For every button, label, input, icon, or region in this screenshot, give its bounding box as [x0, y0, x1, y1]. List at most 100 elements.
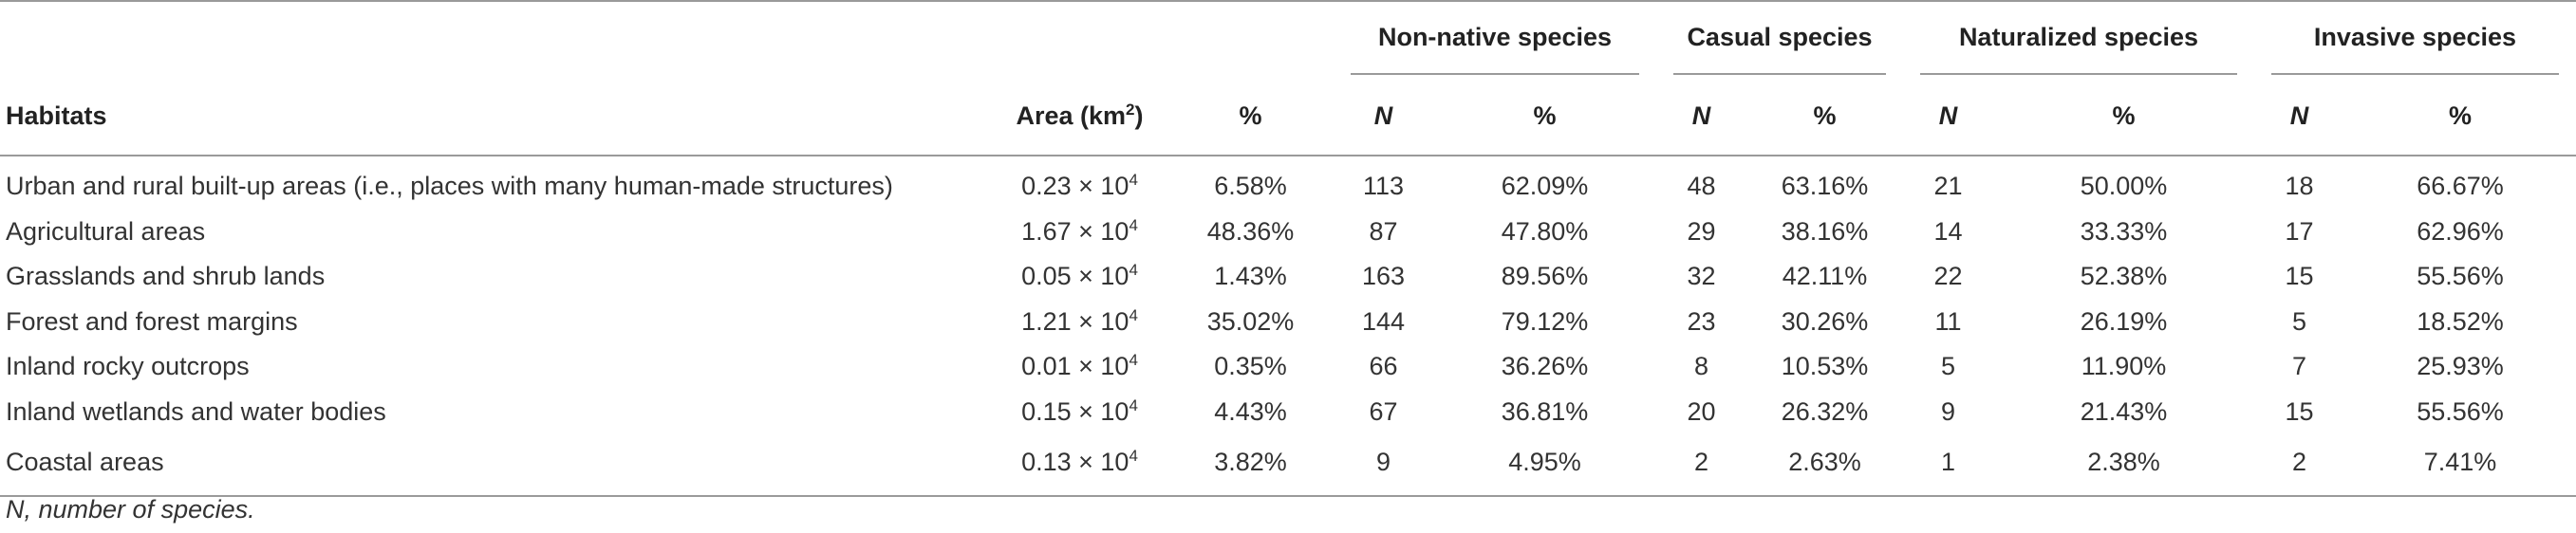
cell-naturalized-n: 21 — [1933, 172, 1963, 201]
cell-area-pct: 35.02% — [1206, 306, 1295, 336]
cell-casual-pct: 26.32% — [1781, 396, 1869, 426]
table-footnote: N, number of species. — [6, 495, 255, 524]
cell-casual-n: 29 — [1687, 216, 1716, 246]
cell-naturalized-n: 9 — [1940, 396, 1956, 426]
cell-area-pct: 0.35% — [1214, 352, 1287, 381]
cell-area: 0.15 × 104 — [1021, 395, 1138, 426]
cell-area: 1.21 × 104 — [1021, 305, 1138, 336]
cell-naturalized-n: 22 — [1933, 262, 1963, 291]
table-body: Urban and rural built-up areas (i.e., pl… — [0, 156, 2576, 497]
cell-invasive-pct: 55.56% — [2417, 396, 2504, 426]
cell-non-native-pct: 89.56% — [1501, 262, 1589, 291]
cell-invasive-n: 5 — [2291, 306, 2307, 336]
cell-non-native-pct: 36.26% — [1501, 352, 1589, 381]
cell-habitat: Coastal areas — [0, 434, 992, 497]
cell-naturalized-pct: 11.90% — [2081, 352, 2167, 381]
col-header-invasive-n: N — [2254, 78, 2344, 156]
cell-naturalized-n: 14 — [1933, 216, 1963, 246]
cell-habitat: Urban and rural built-up areas (i.e., pl… — [6, 172, 893, 201]
cell-non-native-n: 163 — [1361, 262, 1406, 291]
col-header-naturalized-n: N — [1903, 78, 1993, 156]
cell-naturalized-pct: 26.19% — [2080, 306, 2168, 336]
cell-area-pct: 1.43% — [1214, 262, 1287, 291]
cell-invasive-pct: 18.52% — [2417, 306, 2504, 336]
group-header-row: Non-native species Casual species Natura… — [0, 2, 2576, 78]
cell-casual-pct: 63.16% — [1781, 172, 1869, 201]
col-header-casual-pct: % — [1746, 78, 1903, 156]
cell-area-pct: 3.82% — [1167, 434, 1334, 497]
cell-invasive-pct: 55.56% — [2417, 262, 2504, 291]
cell-invasive-n: 15 — [2285, 262, 2314, 291]
cell-non-native-pct: 62.09% — [1501, 172, 1589, 201]
cell-habitat: Inland wetlands and water bodies — [6, 396, 386, 426]
cell-invasive-pct: 62.96% — [2417, 216, 2504, 246]
cell-area-pct: 4.43% — [1214, 396, 1287, 426]
cell-casual-pct: 38.16% — [1781, 216, 1869, 246]
col-header-invasive-pct: % — [2344, 78, 2576, 156]
cell-non-native-pct: 47.80% — [1501, 216, 1589, 246]
group-header-invasive: Invasive species — [2254, 2, 2576, 78]
table-row: Coastal areas 0.13 × 104 3.82% 9 4.95% 2 2.63%… — [0, 434, 2576, 497]
cell-naturalized-pct: 52.38% — [2080, 262, 2168, 291]
cell-habitat: Forest and forest margins — [6, 306, 298, 336]
table-row: Forest and forest margins 1.21 × 104 35.02… — [0, 300, 2576, 345]
cell-area: 0.23 × 104 — [1021, 171, 1138, 201]
col-header-area-pct: % — [1167, 78, 1334, 156]
cell-non-native-n: 144 — [1361, 306, 1406, 336]
cell-non-native-n: 113 — [1362, 172, 1405, 201]
cell-invasive-n: 17 — [2285, 216, 2314, 246]
cell-non-native-pct: 79.12% — [1501, 306, 1589, 336]
cell-invasive-pct: 66.67% — [2417, 172, 2504, 201]
cell-non-native-n: 67 — [1369, 396, 1398, 426]
cell-casual-pct: 10.53% — [1781, 352, 1869, 381]
cell-casual-n: 2 — [1656, 434, 1746, 497]
col-header-naturalized-pct: % — [1993, 78, 2254, 156]
cell-naturalized-pct: 50.00% — [2080, 172, 2168, 201]
cell-naturalized-n: 5 — [1940, 352, 1956, 381]
cell-invasive-n: 18 — [2285, 172, 2314, 201]
cell-non-native-n: 9 — [1334, 434, 1433, 497]
group-header-casual: Casual species — [1656, 2, 1903, 78]
cell-habitat: Agricultural areas — [6, 216, 206, 246]
table-row: Agricultural areas 1.67 × 104 48.36% 87 47.8… — [0, 210, 2576, 255]
column-header-row: Habitats Area (km2) % N % N % N % N % — [0, 78, 2576, 156]
cell-casual-pct: 2.63% — [1746, 434, 1903, 497]
cell-area: 1.67 × 104 — [1021, 215, 1138, 246]
habitat-species-table: Non-native species Casual species Natura… — [0, 0, 2576, 497]
cell-non-native-pct: 4.95% — [1433, 434, 1656, 497]
cell-invasive-pct: 25.93% — [2417, 352, 2504, 381]
cell-non-native-n: 66 — [1369, 352, 1398, 381]
col-header-habitats: Habitats — [0, 78, 992, 156]
cell-naturalized-n: 1 — [1903, 434, 1993, 497]
cell-naturalized-pct: 2.38% — [1993, 434, 2254, 497]
col-header-casual-n: N — [1656, 78, 1746, 156]
cell-area: 0.13 × 104 — [992, 434, 1167, 497]
cell-invasive-n: 2 — [2254, 434, 2344, 497]
cell-habitat: Inland rocky outcrops — [6, 352, 250, 381]
cell-casual-n: 8 — [1693, 352, 1709, 381]
cell-casual-pct: 42.11% — [1782, 262, 1868, 291]
cell-naturalized-n: 11 — [1934, 306, 1962, 336]
group-header-naturalized: Naturalized species — [1903, 2, 2254, 78]
cell-area: 0.01 × 104 — [1021, 351, 1138, 381]
col-header-non-native-n: N — [1334, 78, 1433, 156]
cell-invasive-pct: 7.41% — [2344, 434, 2576, 497]
table-row: Inland wetlands and water bodies 0.15 × 1… — [0, 390, 2576, 435]
table-row: Urban and rural built-up areas (i.e., pl… — [0, 156, 2576, 210]
cell-naturalized-pct: 21.43% — [2080, 396, 2168, 426]
cell-area-pct: 48.36% — [1206, 216, 1295, 246]
table-row: Grasslands and shrub lands 0.05 × 104 1.43… — [0, 254, 2576, 300]
cell-invasive-n: 7 — [2291, 352, 2307, 381]
cell-non-native-pct: 36.81% — [1501, 396, 1589, 426]
habitat-table-container: Non-native species Casual species Natura… — [0, 0, 2576, 497]
cell-non-native-n: 87 — [1369, 216, 1398, 246]
group-header-non-native: Non-native species — [1334, 2, 1656, 78]
col-header-area: Area (km2) — [992, 78, 1167, 156]
cell-naturalized-pct: 33.33% — [2080, 216, 2168, 246]
cell-casual-n: 32 — [1687, 262, 1716, 291]
col-header-non-native-pct: % — [1433, 78, 1656, 156]
cell-casual-n: 48 — [1687, 172, 1716, 201]
group-header-spacer — [0, 2, 1334, 78]
cell-habitat: Grasslands and shrub lands — [6, 262, 326, 291]
cell-invasive-n: 15 — [2285, 396, 2314, 426]
